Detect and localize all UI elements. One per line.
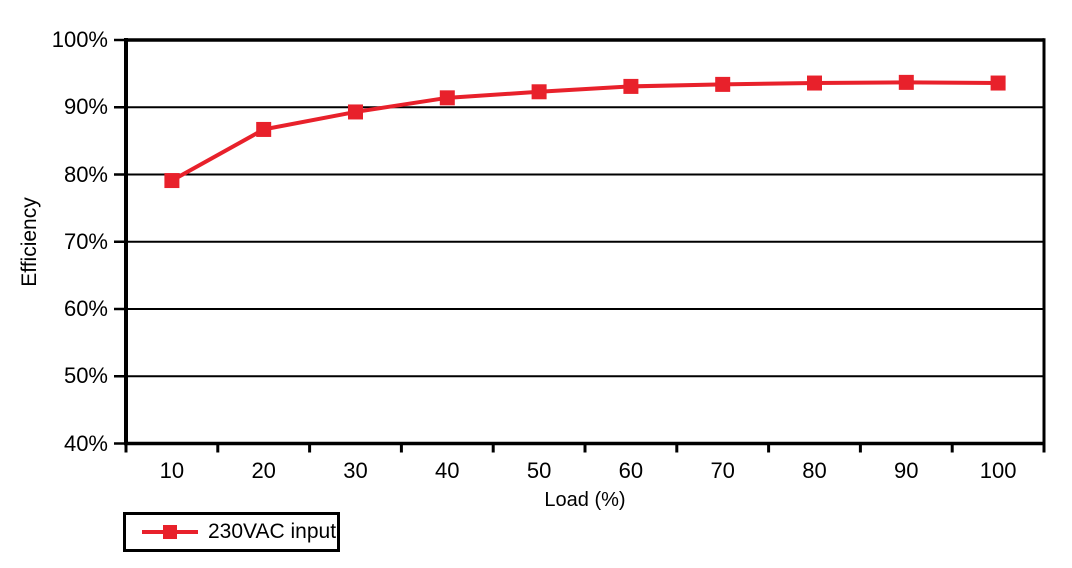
y-tick-label: 60% xyxy=(63,296,108,321)
data-point-marker xyxy=(623,78,639,94)
x-tick-label: 80 xyxy=(802,458,827,483)
y-tick-label: 90% xyxy=(63,94,108,120)
legend: 230VAC input xyxy=(123,512,340,552)
x-tick-label: 50 xyxy=(526,458,552,483)
x-tick-label: 40 xyxy=(435,458,460,483)
x-tick-label: 70 xyxy=(710,458,735,483)
data-point-marker xyxy=(348,104,363,120)
data-point-marker xyxy=(990,75,1006,91)
series-line xyxy=(170,80,999,183)
data-point-marker xyxy=(807,75,822,91)
x-tick-label: 20 xyxy=(251,458,276,483)
y-tick-label: 50% xyxy=(63,363,108,389)
x-tick-label: 10 xyxy=(159,458,185,483)
data-point-marker xyxy=(715,76,731,92)
y-axis-title: Efficiency xyxy=(18,197,41,287)
data-point-marker xyxy=(164,173,180,189)
y-tick-label: 70% xyxy=(63,228,108,254)
data-point-marker xyxy=(898,74,914,90)
legend-marker xyxy=(163,525,177,539)
x-tick-label: 90 xyxy=(894,458,919,483)
x-tick-label: 30 xyxy=(343,458,368,483)
data-point-marker xyxy=(531,84,547,100)
x-tick-label: 60 xyxy=(618,458,644,483)
x-tick-label: 100 xyxy=(979,458,1017,483)
y-tick-label: 40% xyxy=(63,430,108,456)
y-tick-label: 100% xyxy=(51,27,108,52)
data-point-marker xyxy=(439,90,455,106)
legend-line-marker-icon xyxy=(142,525,198,539)
legend-label: 230VAC input xyxy=(208,520,337,543)
x-axis-title: Load (%) xyxy=(544,489,626,511)
data-point-marker xyxy=(256,121,272,137)
y-tick-label: 80% xyxy=(63,161,108,187)
